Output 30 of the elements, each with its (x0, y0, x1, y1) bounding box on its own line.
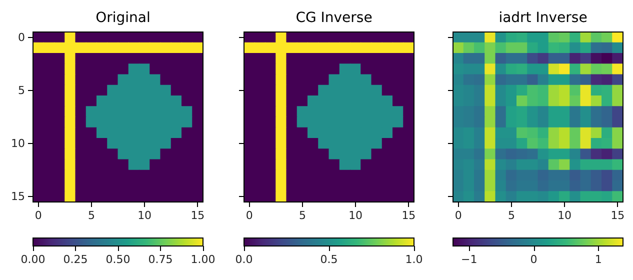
color-bar-label: 1 (594, 253, 602, 266)
x-tick-label: 15 (402, 209, 416, 222)
color-bar-label: 0.5 (320, 253, 338, 266)
y-tick-label: 15 (11, 190, 25, 204)
x-tick-label: 5 (88, 209, 95, 222)
x-tick-label: 0 (246, 209, 253, 222)
x-tick-label: 10 (348, 209, 363, 222)
x-tick-label: 15 (610, 209, 625, 222)
x-tick-label: 5 (298, 209, 306, 222)
color-bar-label: 0 (530, 253, 538, 266)
x-tick-label: 10 (138, 209, 152, 222)
x-tick-label: 15 (190, 209, 205, 222)
x-tick-label: 5 (508, 209, 515, 222)
color-bar-label: 0.00 (20, 253, 46, 266)
color-bar-label: −1 (461, 253, 478, 266)
chart-title: CG Inverse (296, 10, 372, 26)
color-bar-label: 1.0 (405, 253, 423, 266)
color-bar-label: 0.25 (63, 253, 88, 266)
x-tick-label: 10 (558, 209, 572, 222)
x-tick-label: 0 (34, 209, 42, 222)
color-bar-label: 0.0 (235, 253, 253, 266)
color-bar-label: 1.00 (190, 253, 216, 266)
chart-title: Original (96, 10, 150, 26)
color-bar-label: 0.50 (106, 253, 130, 266)
color-bar-label: 0.75 (148, 253, 173, 266)
chart-title: iadrt Inverse (498, 10, 588, 26)
y-tick-label: 0 (18, 30, 25, 44)
x-tick-label: 0 (454, 209, 462, 222)
y-tick-label: 10 (11, 137, 25, 150)
y-tick-label: 5 (18, 84, 25, 97)
